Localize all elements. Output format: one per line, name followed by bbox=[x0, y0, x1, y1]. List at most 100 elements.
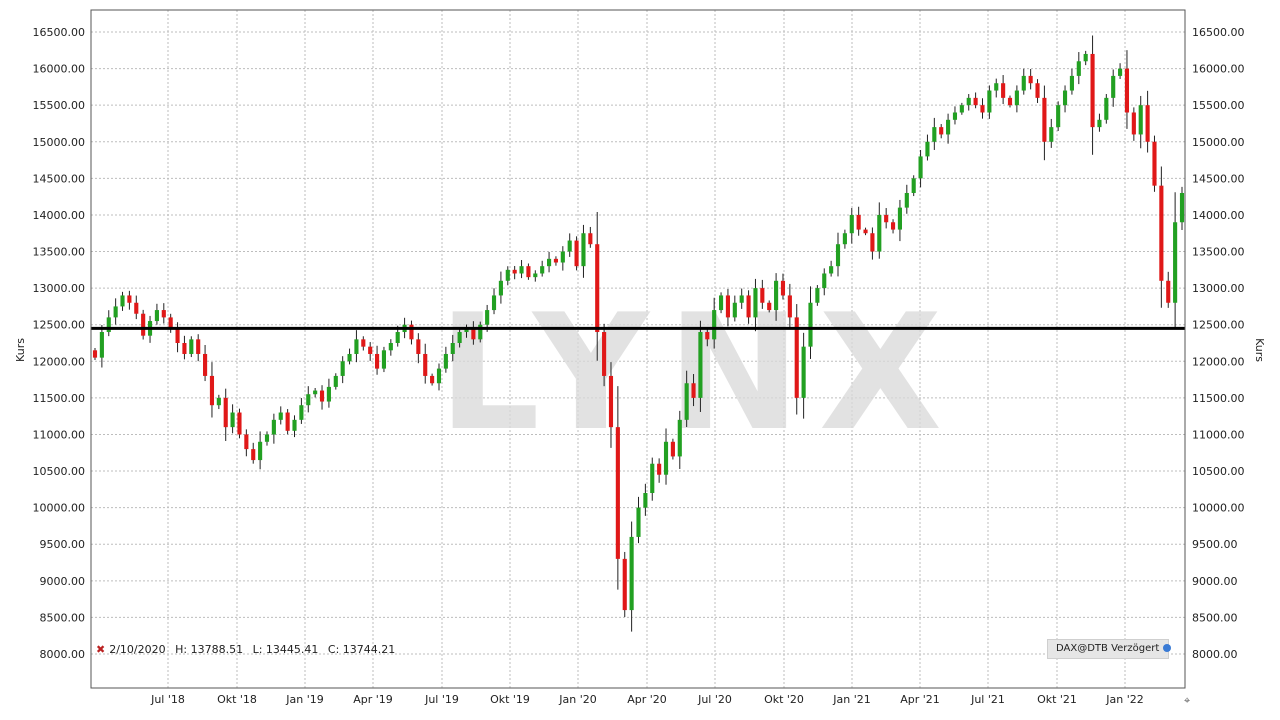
candle-body bbox=[890, 222, 896, 230]
crosshair-icon[interactable]: ⌖ bbox=[1184, 694, 1191, 707]
candle-body bbox=[939, 127, 944, 135]
candle-body bbox=[264, 434, 270, 442]
candle-body bbox=[966, 97, 971, 106]
candle-body bbox=[650, 463, 655, 494]
candle-body bbox=[698, 332, 703, 398]
candle-body bbox=[691, 383, 696, 398]
candle-body bbox=[980, 105, 985, 113]
candle-body bbox=[244, 434, 249, 450]
candle-body bbox=[1001, 83, 1006, 98]
candle-body bbox=[636, 507, 641, 537]
candle-body bbox=[464, 328, 469, 333]
candle-body bbox=[746, 295, 751, 318]
candle-body bbox=[203, 353, 208, 376]
candle-body bbox=[663, 441, 669, 475]
candle-body bbox=[595, 244, 600, 333]
candle-body bbox=[168, 317, 173, 329]
y-axis-label-left: Kurs bbox=[14, 338, 27, 362]
x-tick-label: Jan '22 bbox=[1105, 693, 1143, 706]
candle-body bbox=[774, 280, 779, 311]
candle-body bbox=[574, 240, 579, 267]
candle-body bbox=[829, 266, 834, 274]
remove-marker-icon[interactable]: ✖ bbox=[96, 643, 106, 656]
candle-body bbox=[306, 394, 311, 406]
candle-body bbox=[615, 427, 620, 559]
candle-body bbox=[1104, 97, 1109, 120]
candle-body bbox=[767, 302, 772, 311]
candle-body bbox=[842, 233, 847, 245]
candle-body bbox=[1007, 97, 1013, 106]
x-axis: Jul '18 Okt '18 Jan '19 Apr '19 Jul '19 Okt '… bbox=[150, 693, 1144, 706]
y-tick-label-right: 8500.00 bbox=[1192, 611, 1238, 624]
candle-body bbox=[670, 441, 675, 457]
candle-body bbox=[588, 233, 593, 245]
y-axis-right: 16500.00 16000.00 15500.00 15000.00 14500.00… bbox=[1192, 26, 1245, 661]
x-tick-label: Okt '19 bbox=[490, 693, 530, 706]
candle-body bbox=[409, 324, 414, 340]
candle-body bbox=[918, 156, 923, 179]
candle-body bbox=[925, 141, 930, 157]
candle-body bbox=[141, 313, 146, 336]
candle-body bbox=[106, 317, 111, 333]
candle-body bbox=[835, 244, 841, 267]
candle-body bbox=[884, 214, 889, 223]
candle-body bbox=[319, 390, 325, 402]
candle-body bbox=[1118, 68, 1123, 76]
candle-body bbox=[209, 375, 215, 406]
candle-body bbox=[794, 317, 799, 398]
candle-body bbox=[154, 310, 159, 322]
candle-body bbox=[712, 310, 717, 340]
candle-body bbox=[381, 350, 387, 369]
candle-body bbox=[189, 339, 194, 354]
y-tick-label-right: 11000.00 bbox=[1192, 428, 1245, 441]
candle-body bbox=[911, 178, 916, 193]
candle-body bbox=[1145, 105, 1150, 142]
candle-body bbox=[436, 368, 442, 384]
x-tick-label: Apr '20 bbox=[627, 693, 667, 706]
candle-body bbox=[567, 240, 572, 252]
candle-body bbox=[608, 375, 614, 428]
candle-body bbox=[540, 266, 545, 274]
candle-body bbox=[684, 383, 689, 420]
candle-body bbox=[1124, 68, 1130, 113]
candle-body bbox=[196, 339, 201, 354]
candle-body bbox=[519, 266, 524, 274]
x-tick-label: Jul '20 bbox=[697, 693, 732, 706]
candle-body bbox=[760, 288, 765, 303]
candle-body bbox=[333, 375, 338, 387]
candle-body bbox=[216, 397, 221, 406]
candle-body bbox=[457, 332, 462, 343]
candle-body bbox=[230, 412, 235, 428]
candle-body bbox=[450, 343, 455, 354]
candle-body bbox=[677, 419, 682, 457]
y-tick-label-left: 12500.00 bbox=[33, 319, 86, 332]
y-axis-left: 16500.00 16000.00 15500.00 15000.00 14500.00… bbox=[33, 26, 86, 661]
y-tick-label-right: 11500.00 bbox=[1192, 392, 1245, 405]
candle-body bbox=[987, 90, 992, 113]
y-tick-label-right: 14500.00 bbox=[1192, 172, 1245, 185]
candle-body bbox=[808, 302, 813, 347]
y-tick-label-right: 12000.00 bbox=[1192, 355, 1245, 368]
y-tick-label-right: 16000.00 bbox=[1192, 63, 1245, 76]
candle-body bbox=[1083, 53, 1088, 62]
candle-body bbox=[423, 353, 428, 376]
y-axis-label-right: Kurs bbox=[1253, 338, 1266, 362]
candle-body bbox=[471, 328, 476, 340]
candle-body bbox=[443, 353, 448, 369]
y-tick-label-left: 9500.00 bbox=[40, 538, 86, 551]
candle-body bbox=[251, 449, 256, 461]
y-tick-label-left: 11500.00 bbox=[33, 392, 86, 405]
source-badge: DAX@DTB Verzögert bbox=[1047, 639, 1172, 659]
y-tick-label-left: 16000.00 bbox=[33, 63, 86, 76]
candle-body bbox=[313, 390, 318, 395]
candle-body bbox=[485, 310, 490, 325]
candle-body bbox=[657, 463, 662, 475]
candle-body bbox=[1131, 112, 1136, 135]
candle-body bbox=[134, 302, 139, 314]
lynx-watermark: LYNX bbox=[438, 279, 960, 466]
candle-body bbox=[285, 412, 290, 431]
candle-body bbox=[299, 405, 304, 420]
info-high: H: 13788.51 bbox=[175, 643, 244, 656]
candle-body bbox=[952, 112, 958, 120]
candle-body bbox=[959, 105, 964, 113]
